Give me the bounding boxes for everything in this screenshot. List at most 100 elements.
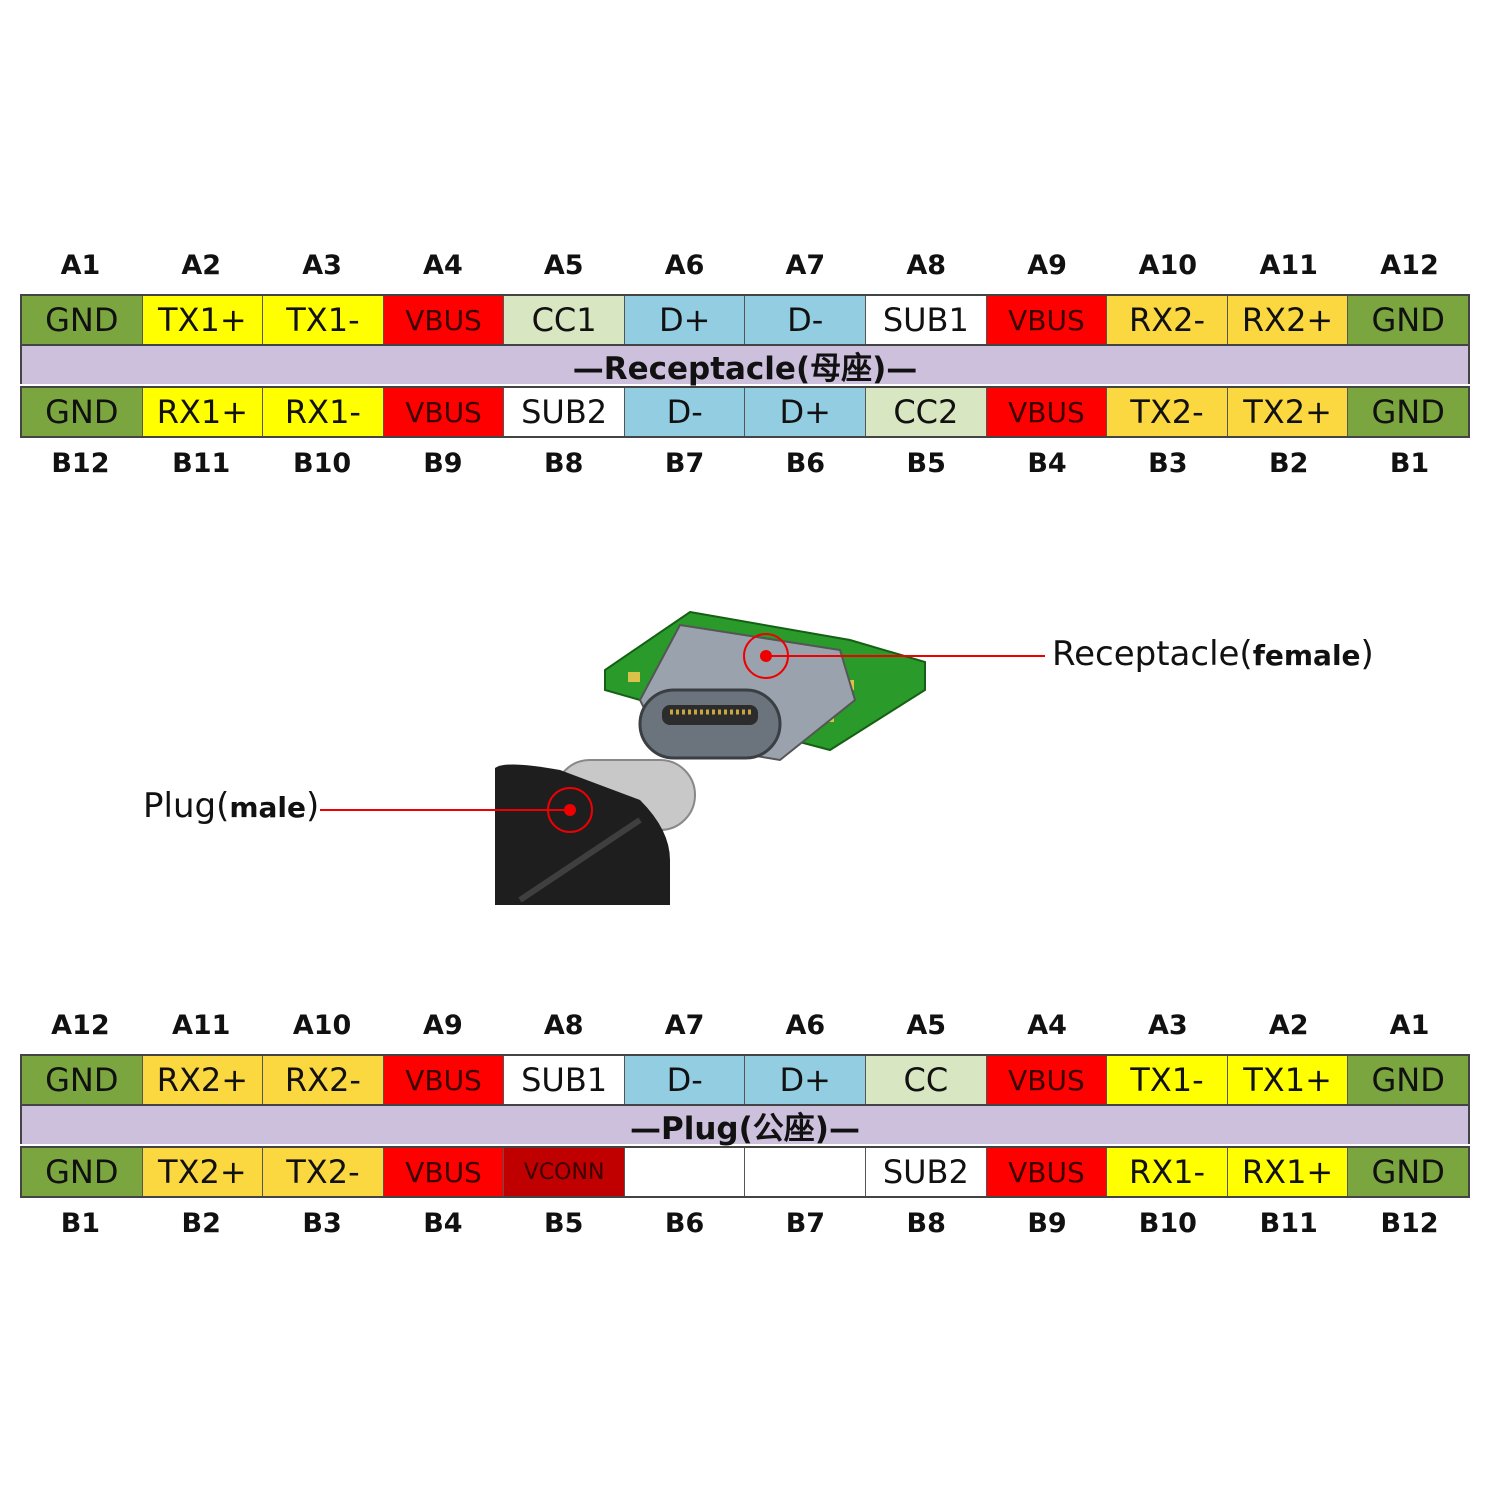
pin-cell-vbus: VBUS [986, 388, 1108, 436]
pin-cell-gnd: GND [22, 388, 143, 436]
pin-number: B11 [1259, 1208, 1318, 1239]
pin-cell-gnd: GND [22, 1148, 143, 1196]
pin-number: B5 [906, 448, 946, 479]
pin-number: B10 [292, 448, 352, 479]
pin-cell-tx2: TX2+ [142, 1148, 264, 1196]
receptacle-callout: Receptacle(female) [1052, 634, 1374, 674]
pin-number: B6 [664, 1208, 705, 1239]
pin-number: B7 [785, 1208, 826, 1239]
pin-number: B8 [544, 448, 584, 479]
pin-number: B11 [172, 448, 231, 479]
pin-cell-cc: CC1 [504, 296, 625, 344]
pin-number: A7 [664, 1010, 705, 1041]
pin-number: A3 [1148, 1010, 1188, 1041]
pin-number: B3 [1148, 448, 1188, 479]
receptacle-bottom-pin-numbers: B12 B11 B10 B9 B8 B7 B6 B5 B4 B3 B2 B1 [20, 448, 1470, 479]
pin-number: B8 [906, 1208, 946, 1239]
pin-cell-tx1: TX1- [1107, 1056, 1228, 1104]
plug-marker [320, 787, 593, 833]
pin-number: B1 [1389, 448, 1430, 479]
receptacle-marker [743, 633, 1045, 679]
pin-cell-rx2: RX2+ [142, 1056, 264, 1104]
pin-cell-sub: SUB2 [866, 1148, 987, 1196]
pin-cell-empty [745, 1148, 867, 1196]
pin-cell-tx2: TX2+ [1227, 388, 1349, 436]
pin-cell-vbus: VBUS [383, 1056, 505, 1104]
pin-number: A10 [292, 1010, 352, 1041]
plug-callout-sub: male [229, 791, 307, 824]
pin-number: A12 [51, 1010, 110, 1041]
pin-number: B9 [1027, 1208, 1067, 1239]
pin-cell-vbus: VBUS [383, 296, 505, 344]
pin-number: B10 [1138, 1208, 1197, 1239]
pin-number: B7 [664, 448, 705, 479]
pin-cell-sub: SUB1 [866, 296, 987, 344]
pin-cell-gnd: GND [1348, 1056, 1468, 1104]
pin-cell-d: D- [624, 1056, 746, 1104]
pin-cell-rx2: RX2+ [1227, 296, 1349, 344]
pin-cell-cc: CC [866, 1056, 987, 1104]
plug-image [495, 759, 696, 905]
receptacle-callout-main: Receptacle( [1052, 634, 1253, 674]
pin-cell-tx1: TX1+ [1227, 1056, 1349, 1104]
pin-cell-rx1: RX1+ [142, 388, 264, 436]
pin-number: A10 [1138, 250, 1198, 281]
pin-cell-empty [624, 1148, 746, 1196]
pin-number: A8 [906, 250, 947, 281]
pin-cell-gnd: GND [1348, 1148, 1468, 1196]
pin-cell-cc: CC2 [866, 388, 987, 436]
pin-number: A9 [1027, 250, 1067, 281]
pin-number: B12 [51, 448, 110, 479]
pin-number: A11 [172, 1010, 231, 1041]
receptacle-band: —Receptacle(母座)— [20, 346, 1470, 387]
receptacle-image [604, 610, 926, 762]
pin-number: A11 [1259, 250, 1318, 281]
pin-cell-rx1: RX1+ [1227, 1148, 1349, 1196]
pin-cell-vconn: VCONN [504, 1148, 625, 1196]
pin-number: B12 [1380, 1208, 1439, 1239]
pin-cell-vbus: VBUS [383, 1148, 505, 1196]
pin-cell-rx2: RX2- [263, 1056, 384, 1104]
plug-bottom-pin-numbers: B1 B2 B3 B4 B5 B6 B7 B8 B9 B10 B11 B12 [20, 1208, 1470, 1239]
pin-cell-tx1: TX1- [263, 296, 384, 344]
pin-number: B4 [1027, 448, 1067, 479]
receptacle-top-pin-numbers: A1 A2 A3 A4 A5 A6 A7 A8 A9 A10 A11 A12 [20, 250, 1470, 281]
pin-number: B9 [423, 448, 463, 479]
pin-cell-rx1: RX1- [1107, 1148, 1228, 1196]
receptacle-callout-end: ) [1360, 634, 1374, 674]
pin-number: A5 [543, 250, 584, 281]
pin-cell-d: D+ [745, 388, 867, 436]
pin-number: A5 [906, 1010, 947, 1041]
pin-number: A1 [60, 250, 101, 281]
pin-number: B2 [181, 1208, 221, 1239]
pin-number: A7 [785, 250, 826, 281]
receptacle-top-row: GND TX1+ TX1- VBUS CC1 D+ D- SUB1 VBUS RX2- RX2+ GN… [20, 294, 1470, 346]
pin-cell-rx2: RX2- [1107, 296, 1228, 344]
pin-number: B3 [302, 1208, 342, 1239]
pin-cell-d: D+ [624, 296, 746, 344]
pin-cell-vbus: VBUS [986, 296, 1108, 344]
pin-number: A6 [664, 250, 705, 281]
pin-cell-vbus: VBUS [383, 388, 505, 436]
pin-number: B6 [785, 448, 826, 479]
pin-cell-tx2: TX2- [263, 1148, 384, 1196]
pin-number: B4 [423, 1208, 463, 1239]
pin-number: A2 [181, 250, 222, 281]
plug-bottom-row: GND TX2+ TX2- VBUS VCONN SUB2 VBUS RX1- RX1+ GND [20, 1146, 1470, 1198]
plug-callout-end: ) [306, 786, 320, 826]
pin-number: A9 [423, 1010, 463, 1041]
plug-top-pin-numbers: A12 A11 A10 A9 A8 A7 A6 A5 A4 A3 A2 A1 [20, 1010, 1470, 1041]
pin-number: A6 [785, 1010, 826, 1041]
pin-number: A2 [1268, 1010, 1309, 1041]
pin-cell-sub: SUB1 [504, 1056, 625, 1104]
pin-cell-d: D- [745, 296, 867, 344]
pin-cell-gnd: GND [1348, 296, 1468, 344]
receptacle-callout-sub: female [1252, 639, 1361, 672]
pin-number: B2 [1269, 448, 1309, 479]
plug-callout-main: Plug( [143, 786, 230, 826]
pin-cell-gnd: GND [22, 296, 143, 344]
pin-cell-vbus: VBUS [986, 1056, 1108, 1104]
receptacle-bottom-row: GND RX1+ RX1- VBUS SUB2 D- D+ CC2 VBUS TX2- TX2+ GN… [20, 386, 1470, 438]
pin-cell-gnd: GND [1348, 388, 1468, 436]
